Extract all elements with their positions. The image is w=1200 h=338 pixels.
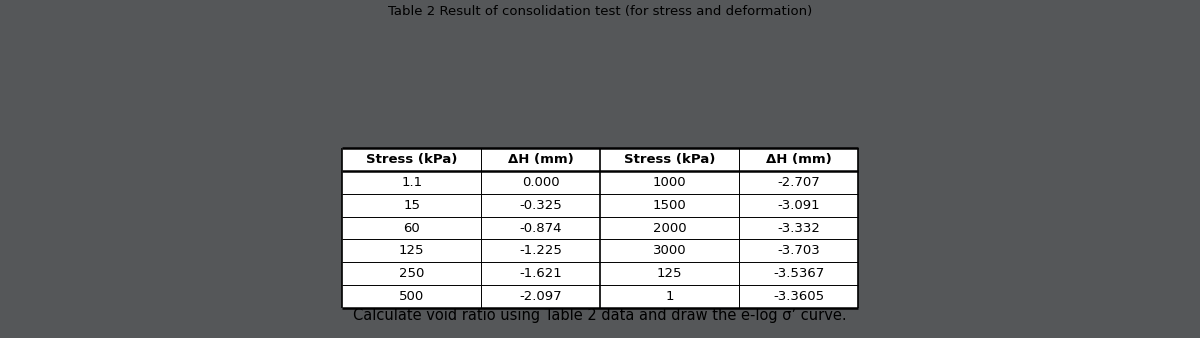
Text: -3.703: -3.703 [778, 244, 820, 257]
Text: 1500: 1500 [653, 199, 686, 212]
Text: 0.000: 0.000 [522, 176, 559, 189]
Text: 500: 500 [400, 290, 425, 303]
Text: Calculate void ratio using Table 2 data and draw the e-log σ’ curve.: Calculate void ratio using Table 2 data … [353, 308, 847, 323]
Text: 125: 125 [656, 267, 683, 280]
Text: ΔH (mm): ΔH (mm) [508, 153, 574, 166]
Text: -3.5367: -3.5367 [773, 267, 824, 280]
Text: -1.225: -1.225 [520, 244, 562, 257]
Text: Stress (kPa): Stress (kPa) [366, 153, 457, 166]
Text: 3000: 3000 [653, 244, 686, 257]
Text: -0.325: -0.325 [520, 199, 562, 212]
Text: -0.874: -0.874 [520, 221, 562, 235]
Text: 15: 15 [403, 199, 420, 212]
Text: 1.1: 1.1 [401, 176, 422, 189]
Text: -2.097: -2.097 [520, 290, 562, 303]
Text: 125: 125 [398, 244, 425, 257]
Text: ΔH (mm): ΔH (mm) [766, 153, 832, 166]
Text: 60: 60 [403, 221, 420, 235]
Text: 250: 250 [398, 267, 425, 280]
Text: -2.707: -2.707 [778, 176, 820, 189]
Bar [342, 148, 858, 308]
Text: 1000: 1000 [653, 176, 686, 189]
Text: 2000: 2000 [653, 221, 686, 235]
Text: -1.621: -1.621 [520, 267, 562, 280]
Text: -3.332: -3.332 [778, 221, 820, 235]
Text: 1: 1 [666, 290, 674, 303]
Text: -3.091: -3.091 [778, 199, 820, 212]
Text: Stress (kPa): Stress (kPa) [624, 153, 715, 166]
Text: -3.3605: -3.3605 [773, 290, 824, 303]
Text: Table 2 Result of consolidation test (for stress and deformation): Table 2 Result of consolidation test (fo… [388, 5, 812, 18]
